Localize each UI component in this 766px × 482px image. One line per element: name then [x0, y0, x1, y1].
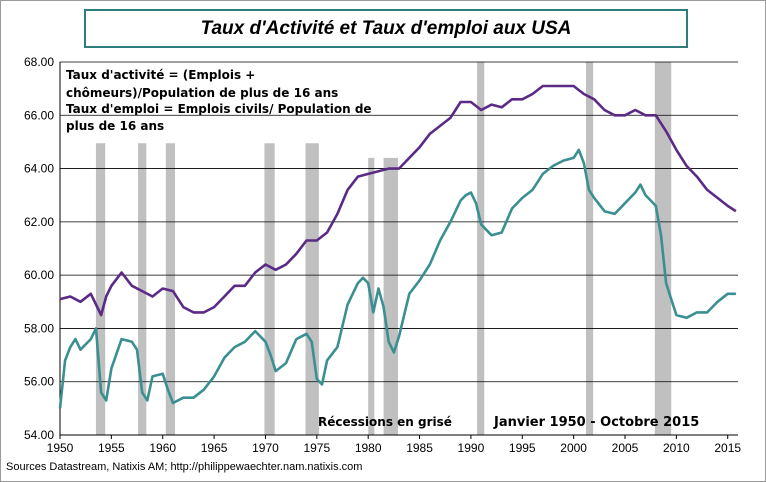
- x-tick-label-13: 2015: [714, 441, 741, 455]
- y-tick-label-1: 56.00: [24, 375, 54, 389]
- definition-line-4: plus de 16 ans: [66, 119, 164, 133]
- definition-line-1: Taux d'activité = (Emplois +: [66, 68, 255, 82]
- x-tick-label-5: 1975: [303, 441, 330, 455]
- series-line-1: [58, 148, 736, 409]
- definition-line-2: chômeurs)/Population de plus de 16 ans: [66, 86, 338, 100]
- y-tick-label-4: 62.00: [24, 215, 54, 229]
- x-tick-label-12: 2010: [663, 441, 690, 455]
- y-tick-labels: 54.00 56.00 58.00 60.00 62.00 64.00 66.00 68.00: [24, 55, 54, 442]
- axes: [59, 62, 738, 436]
- x-tick-labels: 1950 1955 1960 1965 1970 1975 1980 1985 1990 1995…: [47, 435, 741, 455]
- recession-band-6: [383, 157, 398, 435]
- recessions-note: Récessions en grisé: [318, 415, 452, 429]
- x-tick-label-4: 1970: [252, 441, 279, 455]
- recession-band-7: [477, 62, 485, 435]
- y-tick-label-5: 64.00: [24, 162, 54, 176]
- recession-band-0: [95, 143, 106, 435]
- y-tick-label-0: 54.00: [24, 428, 54, 442]
- period-label: Janvier 1950 - Octobre 2015: [493, 415, 699, 430]
- source-note: Sources Datastream, Natixis AM; http://p…: [6, 461, 363, 473]
- title-box: Taux d'Activité et Taux d'emploi aux USA: [84, 9, 688, 48]
- recession-band-1: [138, 143, 147, 435]
- chart-title: Taux d'Activité et Taux d'emploi aux USA: [200, 17, 572, 39]
- x-tick-label-6: 1980: [355, 441, 382, 455]
- series-lines: [58, 84, 737, 409]
- x-tick-label-1: 1955: [98, 441, 125, 455]
- x-tick-label-0: 1950: [47, 441, 74, 455]
- y-tick-label-2: 58.00: [24, 321, 54, 335]
- x-tick-label-8: 1990: [458, 441, 485, 455]
- y-tick-label-7: 68.00: [24, 55, 54, 69]
- definition-line-3: Taux d'emploi = Emplois civils/ Populati…: [66, 102, 372, 116]
- series-line-0: [59, 84, 737, 317]
- x-tick-label-9: 1995: [509, 441, 536, 455]
- x-tick-label-2: 1960: [149, 441, 176, 455]
- gridlines: [60, 61, 738, 436]
- x-tick-label-7: 1985: [406, 441, 433, 455]
- x-tick-label-10: 2000: [560, 441, 587, 455]
- recession-band-3: [264, 143, 275, 435]
- recession-bands: [95, 62, 672, 435]
- recession-band-8: [585, 62, 594, 435]
- x-tick-label-3: 1965: [201, 441, 228, 455]
- recession-band-4: [305, 143, 319, 435]
- y-tick-label-3: 60.00: [24, 268, 54, 282]
- y-tick-label-6: 66.00: [24, 108, 54, 122]
- x-tick-label-11: 2005: [612, 441, 639, 455]
